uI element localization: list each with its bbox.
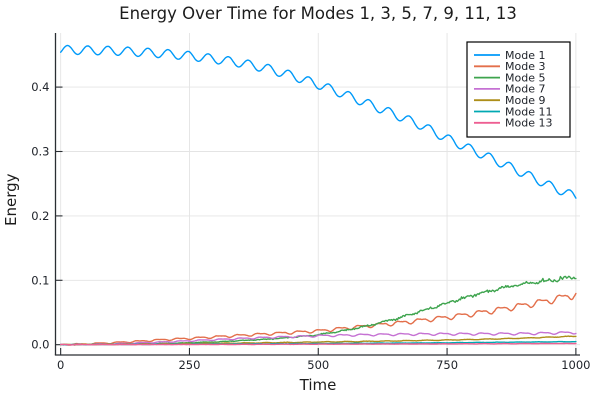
legend-label-mode-3: Mode 3 [505,60,545,73]
x-tick-label: 0 [57,358,64,372]
legend-label-mode-11: Mode 11 [505,105,552,118]
legend-label-mode-5: Mode 5 [505,71,545,84]
x-tick-label: 500 [307,358,329,372]
x-tick-label: 250 [178,358,200,372]
series-line-mode-7 [60,331,577,346]
x-tick-label: 750 [436,358,458,372]
y-axis-label: Energy [2,173,20,227]
y-tick-label: 0.3 [31,144,49,158]
y-tick-label: 0.2 [31,209,49,223]
legend-label-mode-7: Mode 7 [505,83,545,96]
legend-label-mode-13: Mode 13 [505,117,552,130]
legend-label-mode-9: Mode 9 [505,94,545,107]
x-axis-label: Time [299,376,337,394]
chart-title: Energy Over Time for Modes 1, 3, 5, 7, 9… [119,4,517,23]
series-line-mode-13 [60,342,577,346]
y-tick-label: 0.4 [31,80,49,94]
y-tick-label: 0.0 [31,338,49,352]
y-tick-label: 0.1 [31,273,49,287]
x-tick-label: 1000 [561,358,590,372]
series-line-mode-3 [60,292,577,346]
series-line-mode-1 [60,44,577,199]
legend-label-mode-1: Mode 1 [505,49,545,62]
